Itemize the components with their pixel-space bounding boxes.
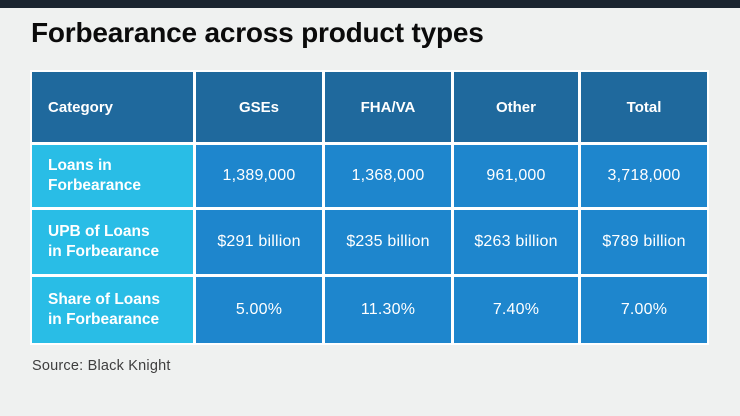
column-header-other: Other [454,72,578,142]
column-header-fha-va: FHA/VA [325,72,451,142]
table-cell-share-fha-va: 11.30% [325,277,451,343]
row-label-loans-in-forbearance: Loans in Forbearance [32,145,193,207]
table-cell-loans-other: 961,000 [454,145,578,207]
table-cell-upb-other: $263 billion [454,210,578,274]
table-cell-upb-gses: $291 billion [196,210,322,274]
table-cell-share-other: 7.40% [454,277,578,343]
forbearance-table: Category GSEs FHA/VA Other Total Loans i… [30,70,709,345]
row-label-upb-of-loans: UPB of Loans in Forbearance [32,210,193,274]
source-note: Source: Black Knight [32,358,171,374]
row-label-share-of-loans: Share of Loans in Forbearance [32,277,193,343]
column-header-total: Total [581,72,707,142]
table-cell-loans-fha-va: 1,368,000 [325,145,451,207]
table-cell-loans-total: 3,718,000 [581,145,707,207]
column-header-gses: GSEs [196,72,322,142]
table-cell-share-total: 7.00% [581,277,707,343]
table-cell-share-gses: 5.00% [196,277,322,343]
page-title: Forbearance across product types [31,17,484,48]
table-cell-upb-fha-va: $235 billion [325,210,451,274]
top-accent-bar [0,0,740,8]
column-header-category: Category [32,72,193,142]
table-cell-loans-gses: 1,389,000 [196,145,322,207]
table-cell-upb-total: $789 billion [581,210,707,274]
